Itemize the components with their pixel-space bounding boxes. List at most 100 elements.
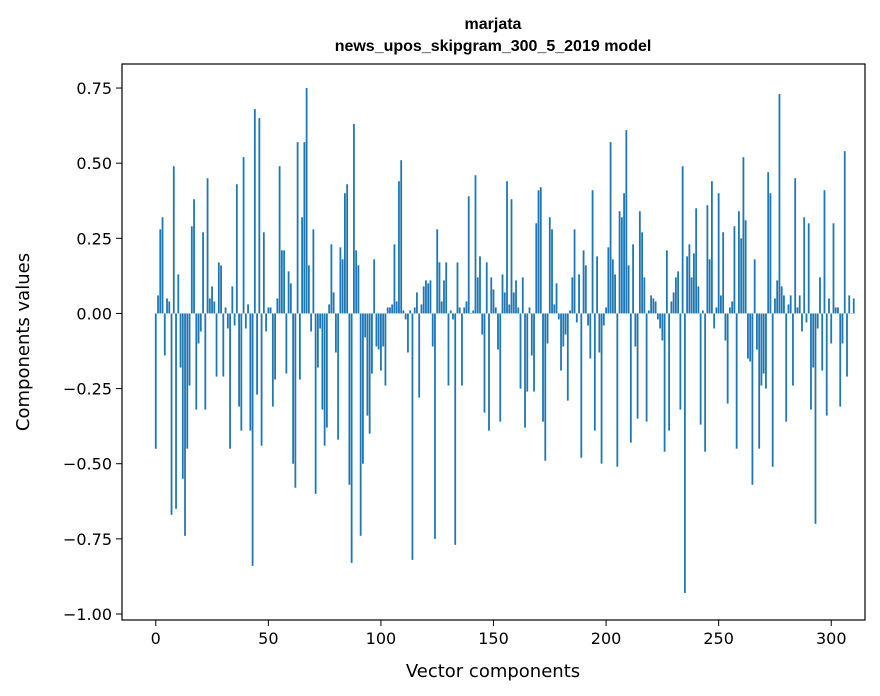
bar-134	[456, 262, 459, 314]
bar-204	[614, 274, 616, 314]
bar-178	[555, 283, 558, 314]
bar-303	[837, 307, 839, 314]
bar-265	[751, 313, 754, 485]
bar-115	[413, 307, 416, 314]
bar-248	[713, 313, 716, 329]
bar-264	[749, 313, 752, 362]
bar-70	[312, 229, 315, 314]
bar-192	[587, 313, 589, 326]
bar-182	[564, 313, 567, 335]
bar-155	[503, 292, 506, 314]
bar-296	[821, 313, 824, 371]
bar-297	[823, 190, 826, 314]
bar-179	[557, 313, 560, 320]
bar-147	[485, 262, 488, 314]
bar-98	[375, 313, 378, 347]
bar-238	[690, 277, 693, 314]
bar-103	[386, 307, 389, 314]
bar-282	[789, 295, 792, 314]
bar-3	[161, 217, 164, 314]
bar-284	[794, 178, 797, 314]
bar-301	[832, 223, 835, 314]
bar-270	[762, 313, 765, 374]
bar-16	[190, 226, 193, 314]
bar-42	[249, 313, 252, 431]
bar-23	[206, 178, 209, 314]
bar-121	[427, 283, 430, 314]
bar-29	[220, 265, 222, 314]
bars-group	[154, 88, 855, 593]
bar-75	[323, 313, 326, 446]
bar-298	[825, 313, 828, 416]
bar-258	[735, 313, 738, 449]
bar-161	[517, 307, 520, 314]
bar-34	[231, 286, 234, 314]
bar-107	[395, 301, 398, 314]
y-tick-label: −1.00	[63, 605, 112, 624]
bar-240	[695, 208, 698, 314]
bar-171	[539, 187, 542, 314]
bar-61	[292, 313, 295, 464]
bar-215	[638, 211, 641, 314]
bar-169	[535, 223, 538, 314]
x-tick-label: 200	[591, 629, 622, 648]
bar-305	[841, 313, 844, 344]
bar-114	[411, 313, 414, 560]
bar-89	[355, 250, 358, 314]
bar-84	[344, 193, 346, 314]
bar-125	[436, 229, 439, 314]
bar-235	[683, 313, 686, 593]
bar-255	[729, 307, 731, 314]
bar-216	[641, 232, 643, 314]
bar-1	[157, 295, 159, 314]
bar-208	[623, 193, 625, 314]
bar-145	[481, 313, 484, 335]
bar-160	[515, 280, 517, 314]
bar-257	[733, 226, 736, 314]
bar-239	[692, 253, 695, 314]
y-axis: 0.75 0.50 0.25 0.00 −0.25 −0.50 −0.75 −1.00	[63, 79, 122, 624]
bar-150	[492, 289, 495, 314]
bar-96	[371, 313, 373, 374]
bar-203	[611, 259, 614, 314]
bar-168	[533, 313, 535, 392]
bar-195	[593, 313, 596, 431]
bar-272	[767, 172, 770, 314]
y-tick-label: −0.50	[63, 455, 112, 474]
bar-299	[828, 298, 830, 314]
bar-232	[677, 271, 680, 314]
bar-280	[785, 313, 788, 422]
bar-87	[350, 313, 353, 563]
bar-4	[163, 313, 166, 356]
bar-91	[359, 313, 362, 536]
bar-100	[380, 313, 382, 371]
x-tick-label: 100	[366, 629, 397, 648]
bar-94	[366, 313, 369, 416]
bar-31	[224, 307, 227, 314]
y-tick-label: 0.50	[76, 154, 112, 173]
bar-74	[321, 313, 324, 410]
bar-173	[544, 313, 547, 461]
bar-249	[715, 307, 718, 314]
bar-153	[499, 313, 502, 422]
bar-254	[726, 313, 729, 404]
bar-300	[830, 313, 833, 344]
x-tick-label: 50	[258, 629, 278, 648]
bar-112	[407, 313, 409, 353]
bar-211	[629, 313, 632, 443]
bar-80	[334, 313, 337, 353]
bar-32	[226, 313, 229, 329]
bar-263	[747, 313, 749, 359]
bar-294	[816, 313, 819, 329]
bar-38	[240, 313, 243, 431]
bar-5	[166, 298, 168, 314]
bar-85	[346, 184, 349, 314]
x-tick-label: 300	[816, 629, 847, 648]
bar-86	[348, 313, 351, 485]
bar-302	[834, 307, 837, 314]
bar-175	[548, 217, 551, 314]
bar-244	[704, 313, 707, 452]
bar-133	[454, 313, 457, 545]
bar-228	[668, 313, 671, 431]
